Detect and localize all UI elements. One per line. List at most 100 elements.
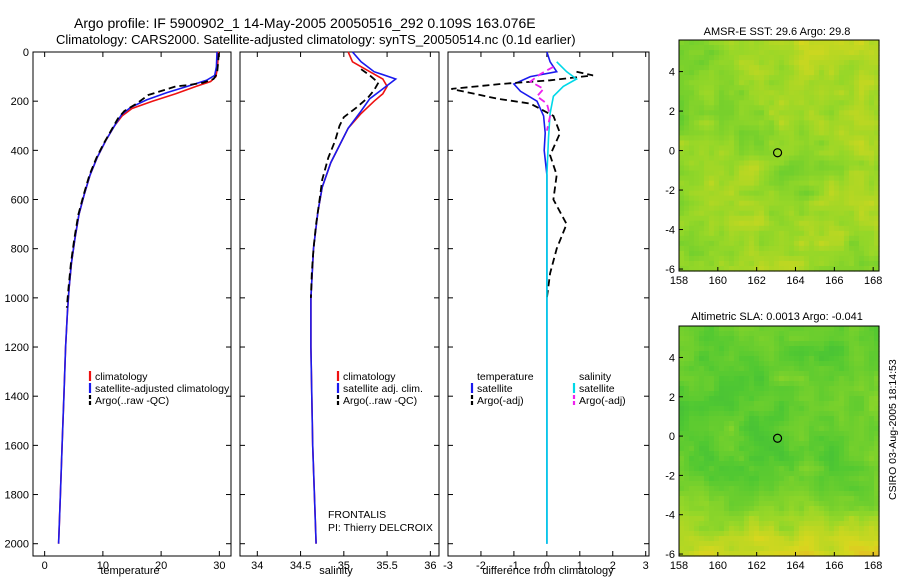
map-cell: [744, 45, 750, 51]
map-cell: [799, 205, 805, 212]
map-cell: [794, 456, 800, 462]
map-cell: [779, 426, 785, 432]
map-cell: [824, 145, 830, 152]
map-cell: [859, 536, 865, 542]
map-cell: [789, 120, 795, 126]
map-cell: [754, 351, 760, 357]
map-cell: [834, 150, 840, 157]
map-cell: [794, 496, 800, 502]
map-cell: [749, 551, 755, 557]
map-cell: [839, 366, 845, 372]
map-cell: [869, 205, 875, 212]
map-cell: [729, 546, 735, 552]
map-cell: [874, 225, 880, 232]
map-cell: [694, 501, 700, 507]
map-cell: [794, 190, 800, 197]
map-cell: [834, 50, 840, 56]
map-cell: [699, 135, 705, 142]
map-cell: [869, 110, 875, 116]
map-cell: [819, 160, 825, 167]
map-cell: [834, 431, 840, 437]
map-cell: [694, 185, 700, 192]
map-cell: [859, 100, 865, 106]
map-cell: [714, 55, 720, 61]
map-cell: [854, 120, 860, 126]
map-cell: [739, 60, 745, 66]
map-cell: [694, 85, 700, 91]
map-cell: [864, 95, 870, 101]
map-cell: [764, 386, 770, 392]
map-cell: [829, 441, 835, 447]
map-cell: [834, 401, 840, 407]
map-cell: [829, 411, 835, 417]
map-cell: [774, 125, 780, 131]
map-cell: [689, 55, 695, 61]
map-cell: [869, 386, 875, 392]
map-field: [679, 40, 880, 272]
map-cell: [699, 180, 705, 187]
map-cell: [774, 551, 780, 557]
map-cell: [859, 491, 865, 497]
map-cell: [859, 411, 865, 417]
map-cell: [849, 40, 855, 46]
map-cell: [814, 260, 820, 267]
map-cell: [849, 346, 855, 352]
map-cell: [694, 105, 700, 111]
map-cell: [814, 45, 820, 51]
map-cell: [739, 521, 745, 527]
map-cell: [789, 541, 795, 547]
map-cell: [694, 531, 700, 537]
map-cell: [749, 245, 755, 252]
map-cell: [849, 65, 855, 71]
map-cell: [834, 381, 840, 387]
map-cell: [804, 501, 810, 507]
map-cell: [699, 115, 705, 121]
map-cell: [714, 210, 720, 217]
map-cell: [684, 155, 690, 162]
map-cell: [704, 85, 710, 91]
map-cell: [854, 431, 860, 437]
map-cell: [769, 381, 775, 387]
map-cell: [694, 516, 700, 522]
map-cell: [794, 526, 800, 532]
map-cell: [844, 456, 850, 462]
map-cell: [779, 371, 785, 377]
map-cell: [704, 250, 710, 257]
map-cell: [799, 396, 805, 402]
map-cell: [814, 115, 820, 121]
map-cell: [854, 155, 860, 162]
map-cell: [854, 195, 860, 202]
map-cell: [774, 466, 780, 472]
map-cell: [709, 446, 715, 452]
map-cell: [679, 366, 685, 372]
map-cell: [769, 40, 775, 46]
map-cell: [829, 85, 835, 91]
map-cell: [814, 50, 820, 56]
map-cell: [774, 165, 780, 172]
map-cell: [819, 326, 825, 332]
map-cell: [849, 170, 855, 177]
map-cell: [759, 115, 765, 121]
map-cell: [829, 361, 835, 367]
map-cell: [744, 551, 750, 557]
map-cell: [759, 175, 765, 182]
map-cell: [804, 210, 810, 217]
map-cell: [769, 441, 775, 447]
map-cell: [854, 180, 860, 187]
map-cell: [709, 541, 715, 547]
map-cell: [859, 541, 865, 547]
map-cell: [809, 210, 815, 217]
map-cell: [774, 245, 780, 252]
map-cell: [759, 170, 765, 177]
map-cell: [709, 536, 715, 542]
map-cell: [764, 235, 770, 242]
map-cell: [869, 326, 875, 332]
map-cell: [719, 521, 725, 527]
map-cell: [789, 361, 795, 367]
map-cell: [854, 541, 860, 547]
map-cell: [689, 120, 695, 126]
map-cell: [714, 471, 720, 477]
map-cell: [779, 451, 785, 457]
map-cell: [684, 406, 690, 412]
map-cell: [789, 421, 795, 427]
